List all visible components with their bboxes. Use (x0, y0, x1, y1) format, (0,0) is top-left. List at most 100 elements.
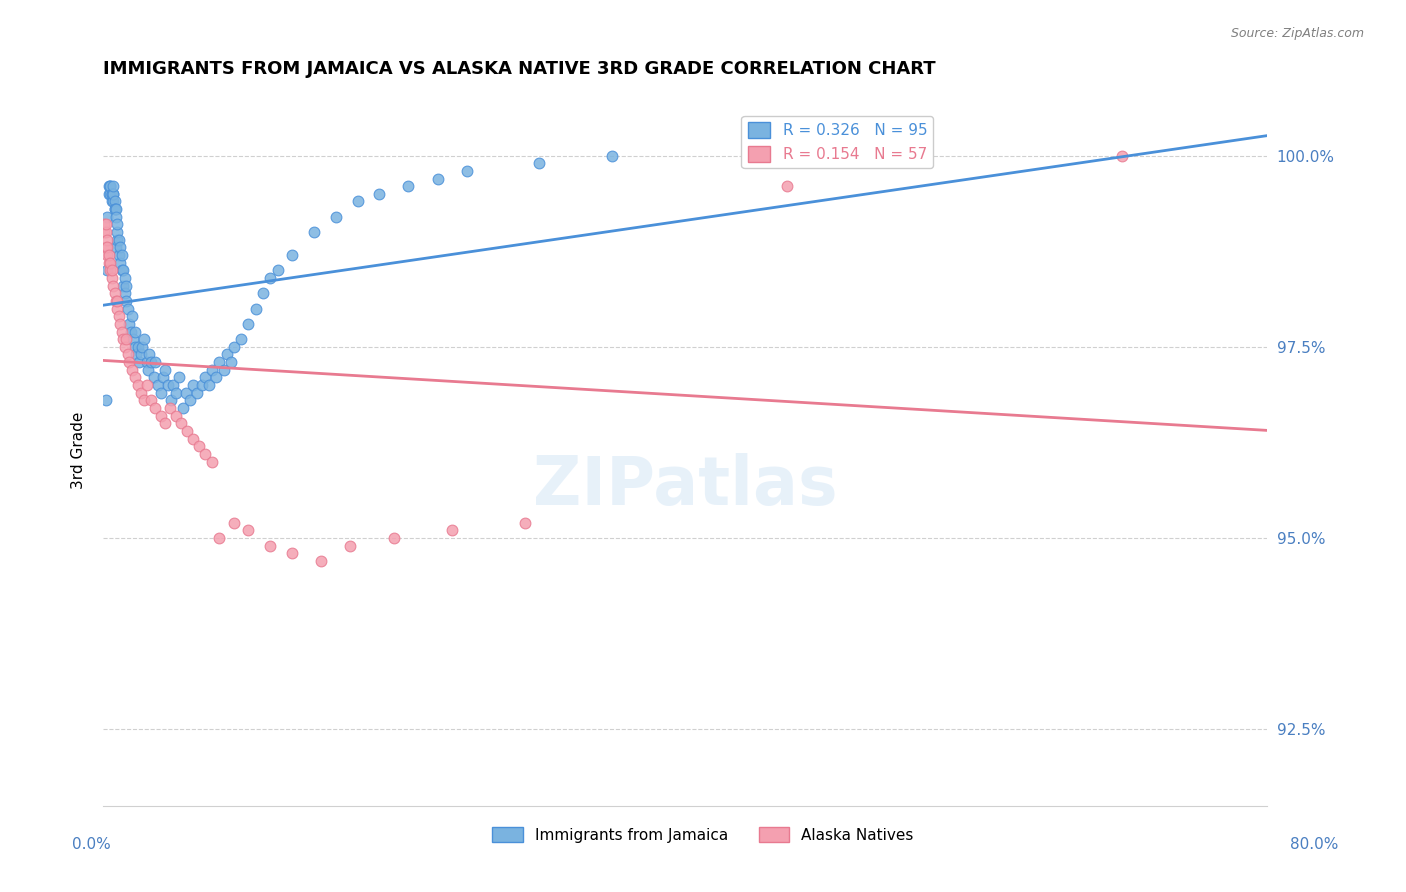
Point (148, 378, 170, 392)
Point (160, 393, 183, 408)
Point (101, 179, 124, 194)
Point (309, 554, 332, 568)
Point (222, 516, 245, 530)
Point (281, 248, 304, 262)
Point (212, 363, 235, 377)
Point (100, 271, 122, 285)
Point (179, 393, 201, 408)
Point (108, 233, 131, 247)
Point (155, 417, 177, 431)
Point (176, 424, 198, 438)
Point (101, 194, 124, 209)
Point (98, 179, 121, 194)
Point (103, 286, 125, 301)
Point (259, 539, 281, 553)
Point (101, 278, 124, 293)
Point (142, 370, 165, 384)
Point (98, 186, 121, 201)
Point (101, 186, 124, 201)
Point (93, 225, 115, 239)
Point (100, 194, 122, 209)
Point (129, 385, 152, 400)
Point (105, 210, 128, 224)
Point (238, 317, 260, 331)
Point (105, 293, 128, 308)
Point (139, 393, 162, 408)
Point (186, 385, 208, 400)
Point (94, 240, 117, 254)
Point (368, 186, 391, 201)
Point (266, 263, 288, 277)
Point (143, 355, 166, 369)
Text: ZIPatlas: ZIPatlas (533, 452, 838, 518)
Point (187, 439, 209, 453)
Point (426, 171, 449, 186)
Point (111, 263, 134, 277)
Point (121, 363, 143, 377)
Point (96, 263, 118, 277)
Point (238, 524, 260, 538)
Point (325, 210, 347, 224)
Point (121, 309, 143, 323)
Point (346, 194, 368, 209)
Point (96, 240, 118, 254)
Point (94, 393, 117, 408)
Point (194, 447, 217, 461)
Point (150, 409, 173, 423)
Point (107, 301, 129, 316)
Point (132, 393, 155, 408)
Point (94, 225, 117, 239)
Point (162, 378, 184, 392)
Point (441, 524, 464, 538)
Point (194, 370, 217, 384)
Point (398, 179, 420, 194)
Point (114, 286, 136, 301)
Point (117, 347, 139, 361)
Point (98, 179, 121, 194)
Point (201, 454, 224, 468)
Point (118, 317, 141, 331)
Point (124, 325, 146, 339)
Point (110, 240, 132, 254)
Point (181, 432, 204, 446)
Point (103, 202, 125, 216)
Legend: Immigrants from Jamaica, Alaska Natives: Immigrants from Jamaica, Alaska Natives (486, 821, 920, 848)
Point (201, 363, 224, 377)
Point (165, 409, 187, 423)
Point (120, 325, 142, 339)
Point (97, 248, 120, 262)
Point (128, 355, 150, 369)
Point (100, 263, 122, 277)
Point (114, 271, 136, 285)
Point (118, 355, 141, 369)
Point (96, 233, 118, 247)
Point (205, 370, 228, 384)
Point (107, 233, 129, 247)
Point (93, 218, 115, 232)
Point (107, 218, 129, 232)
Point (219, 355, 242, 369)
Point (110, 255, 132, 269)
Point (138, 347, 160, 361)
Point (100, 186, 122, 201)
Point (129, 347, 152, 361)
Point (529, 156, 551, 170)
Point (159, 401, 181, 415)
Point (281, 546, 304, 560)
Point (302, 225, 325, 239)
Point (198, 378, 221, 392)
Point (127, 340, 149, 354)
Point (776, 179, 799, 194)
Point (100, 186, 122, 201)
Point (96, 248, 118, 262)
Point (155, 363, 177, 377)
Point (112, 263, 135, 277)
Point (115, 278, 138, 293)
Point (111, 325, 134, 339)
Point (152, 370, 174, 384)
Point (117, 301, 139, 316)
Point (170, 417, 193, 431)
Point (167, 370, 190, 384)
Point (97, 186, 120, 201)
Point (600, 148, 623, 162)
